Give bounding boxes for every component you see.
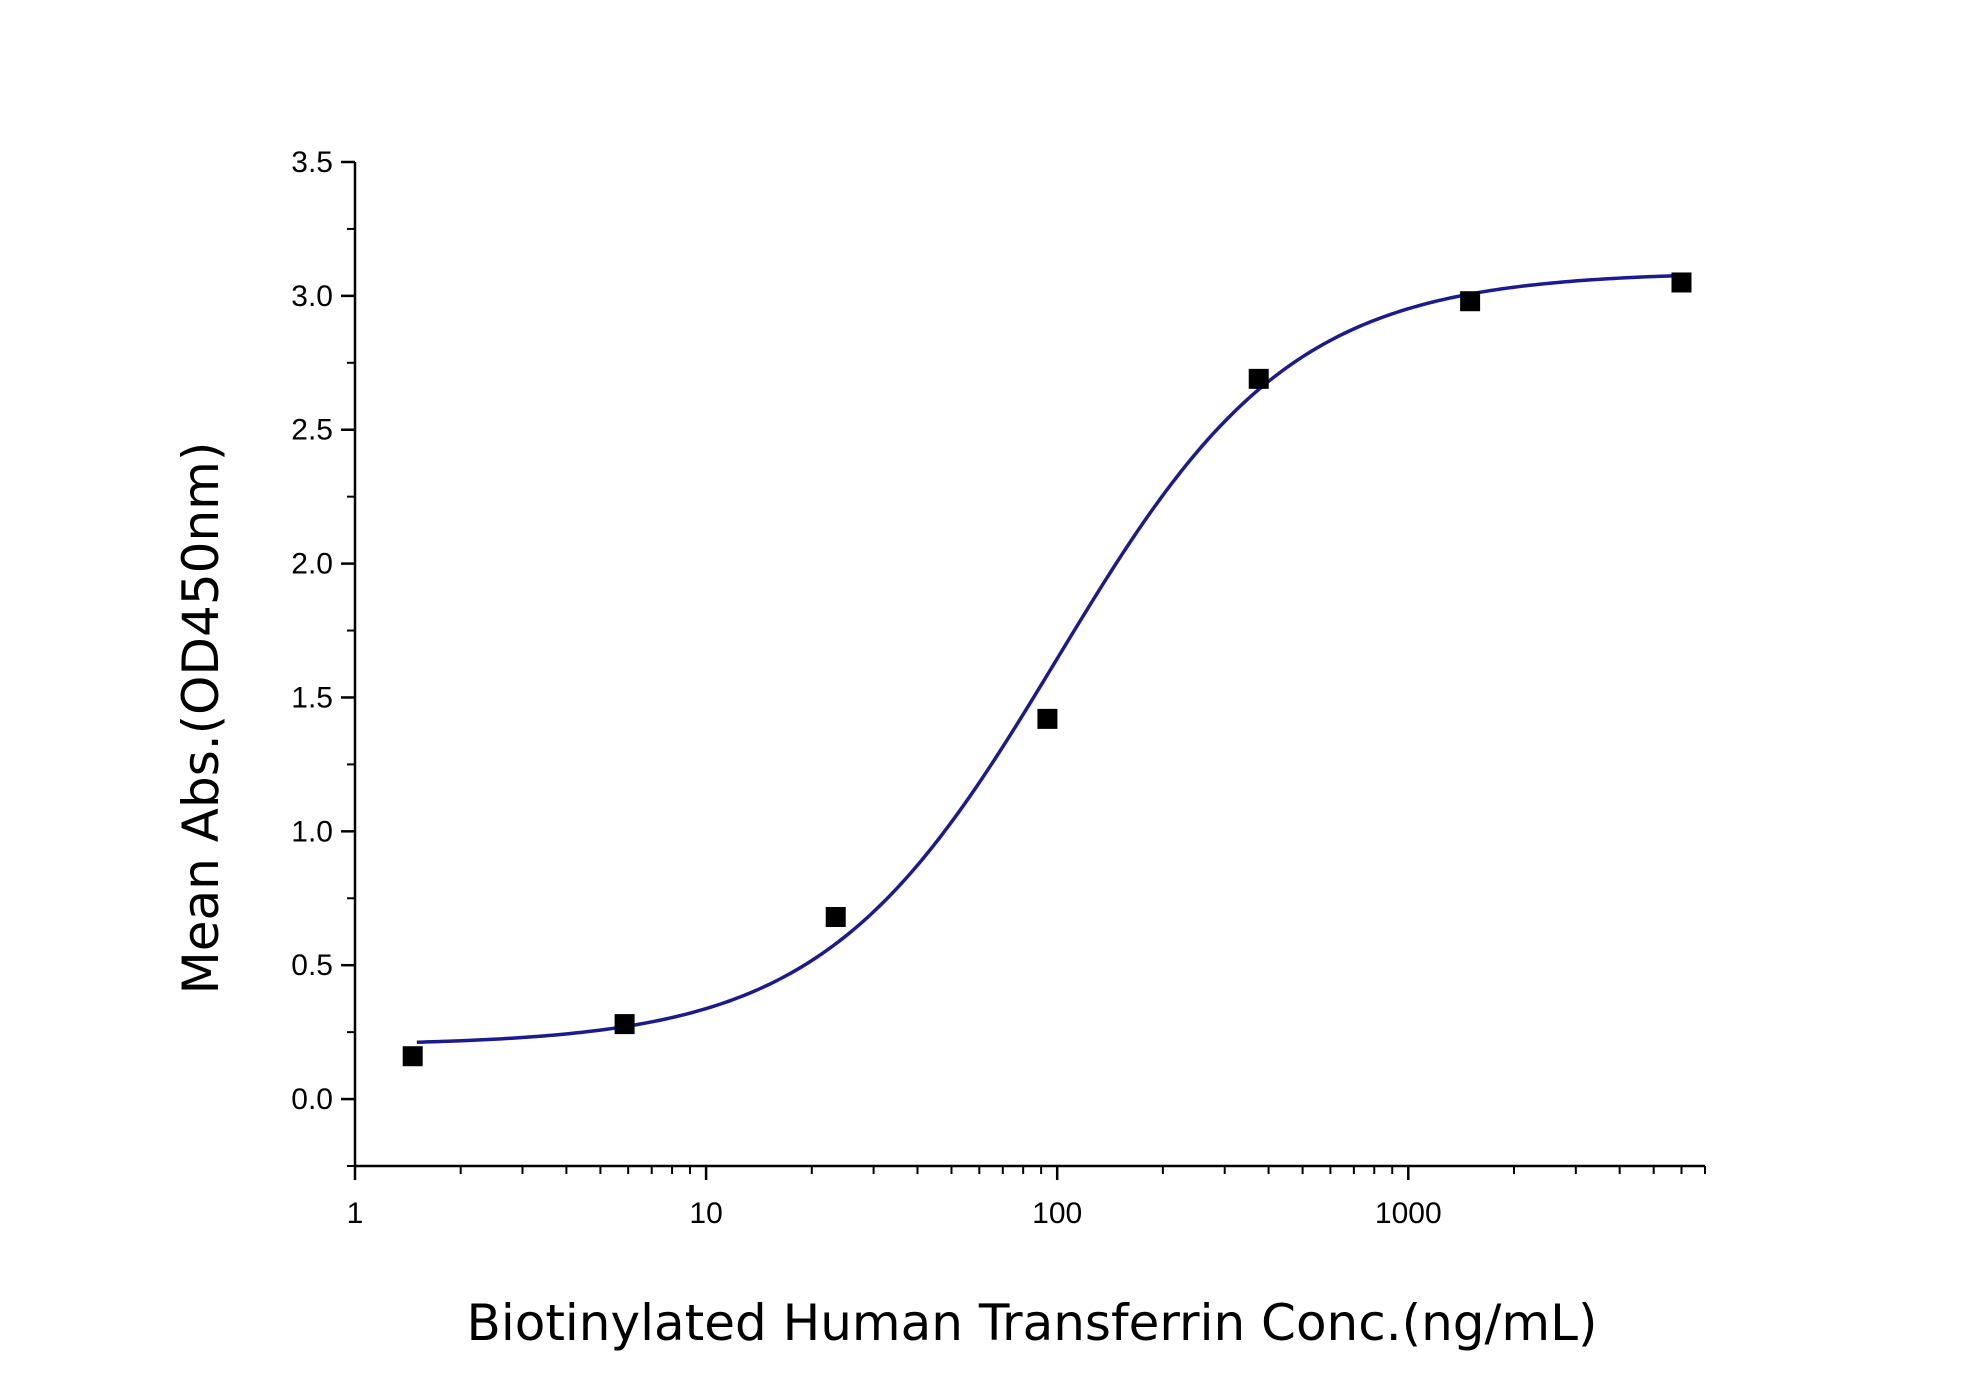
x-tick-label: 1 xyxy=(347,1197,364,1230)
data-point xyxy=(614,1014,635,1035)
y-tick-label: 2.5 xyxy=(291,414,333,447)
axes: 0.0 0.5 1.0 1.5 2.0 2.5 3.0 3.5 1 10 100 1000 xyxy=(291,146,1706,1230)
y-tick-label: 3.0 xyxy=(291,280,333,313)
y-tick-label: 0.0 xyxy=(291,1083,333,1116)
y-axis-title: Mean Abs.(OD450nm) xyxy=(172,442,230,995)
data-point xyxy=(1037,708,1058,729)
data-point xyxy=(1671,272,1692,293)
data-point xyxy=(1460,291,1481,312)
y-tick-label: 0.5 xyxy=(291,949,333,982)
fit-curve-layer xyxy=(416,273,1682,1044)
y-tick-label: 1.5 xyxy=(291,681,333,714)
fit-curve-line xyxy=(416,273,1682,1044)
x-tick-label: 100 xyxy=(1032,1197,1082,1230)
x-tick-label: 1000 xyxy=(1375,1197,1442,1230)
x-tick-label: 10 xyxy=(689,1197,722,1230)
y-tick-label: 3.5 xyxy=(291,146,333,179)
data-point xyxy=(825,907,846,928)
data-point xyxy=(402,1046,423,1067)
y-tick-label: 2.0 xyxy=(291,548,333,581)
x-axis-title: Biotinylated Human Transferrin Conc.(ng/… xyxy=(467,1294,1598,1352)
y-tick-label: 1.0 xyxy=(291,815,333,848)
data-points-layer xyxy=(402,272,1692,1067)
data-point xyxy=(1248,368,1269,389)
